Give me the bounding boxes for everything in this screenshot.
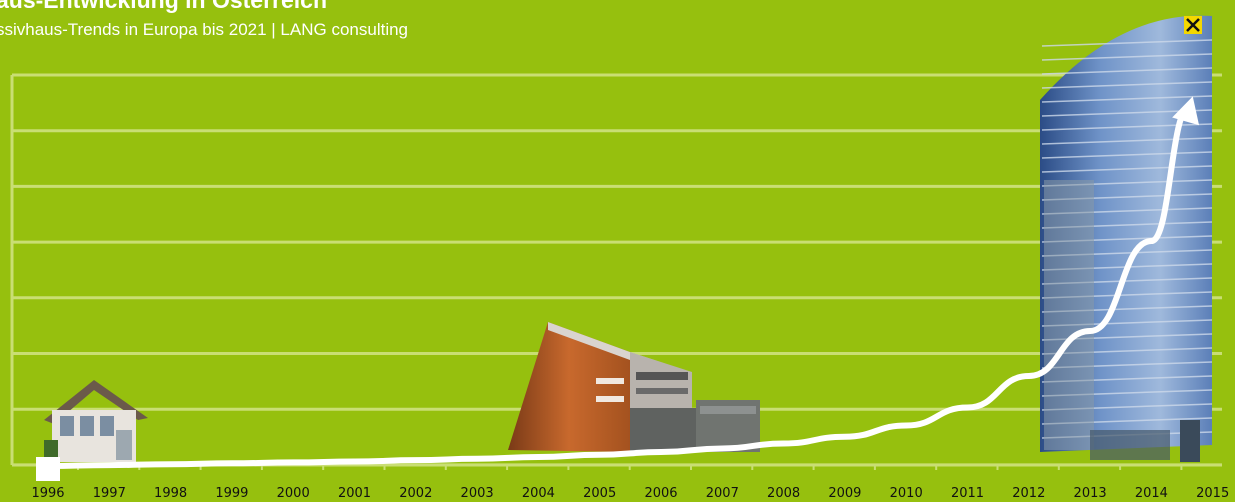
x-tick-label-2013: 2013 <box>1074 486 1107 501</box>
trend-line <box>45 103 1193 469</box>
highrise-building-image <box>1040 15 1213 462</box>
chart-title: aus-Entwicklung in Österreich <box>0 0 328 13</box>
trend-series <box>45 96 1200 469</box>
floor-line <box>1041 151 1213 159</box>
x-tick-label-2007: 2007 <box>706 486 739 501</box>
office-building-image <box>508 322 760 452</box>
x-tick-label-1999: 1999 <box>215 486 248 501</box>
chart-subtitle: ssivhaus-Trends in Europa bis 2021 | LAN… <box>0 20 409 39</box>
x-tick-label-1996: 1996 <box>31 486 64 501</box>
x-tick-label-2014: 2014 <box>1135 486 1168 501</box>
x-tick-label-2009: 2009 <box>828 486 861 501</box>
arrow-head <box>1172 96 1200 126</box>
x-tick-label-1998: 1998 <box>154 486 187 501</box>
floor-line <box>1041 123 1213 131</box>
x-tick-label-2012: 2012 <box>1012 486 1045 501</box>
x-tick-label-2002: 2002 <box>399 486 432 501</box>
floor-line <box>1041 95 1213 103</box>
x-tick-label-1997: 1997 <box>93 486 126 501</box>
x-tick-label-2015: 2015 <box>1196 486 1229 501</box>
x-tick-label-2000: 2000 <box>277 486 310 501</box>
floor-line <box>1041 67 1213 75</box>
x-tick-label-2001: 2001 <box>338 486 371 501</box>
x-tick-label-2005: 2005 <box>583 486 616 501</box>
x-tick-label-2006: 2006 <box>644 486 677 501</box>
x-axis: 1996 1997 1998 1999 2000 2001 2002 2003 2004 2005… <box>12 463 1229 501</box>
floor-line <box>1041 81 1213 89</box>
floor-line <box>1041 137 1213 145</box>
start-marker <box>36 457 60 481</box>
passive-house-image <box>44 380 148 462</box>
floor-line <box>1041 39 1213 47</box>
x-tick-label-2003: 2003 <box>461 486 494 501</box>
floor-line <box>1041 165 1213 173</box>
x-tick-label-2010: 2010 <box>890 486 923 501</box>
x-tick-label-2004: 2004 <box>522 486 555 501</box>
x-tick-label-2008: 2008 <box>767 486 800 501</box>
floor-line <box>1041 53 1213 61</box>
x-tick-label-2011: 2011 <box>951 486 984 501</box>
raiffeisen-logo-icon <box>1184 16 1202 34</box>
